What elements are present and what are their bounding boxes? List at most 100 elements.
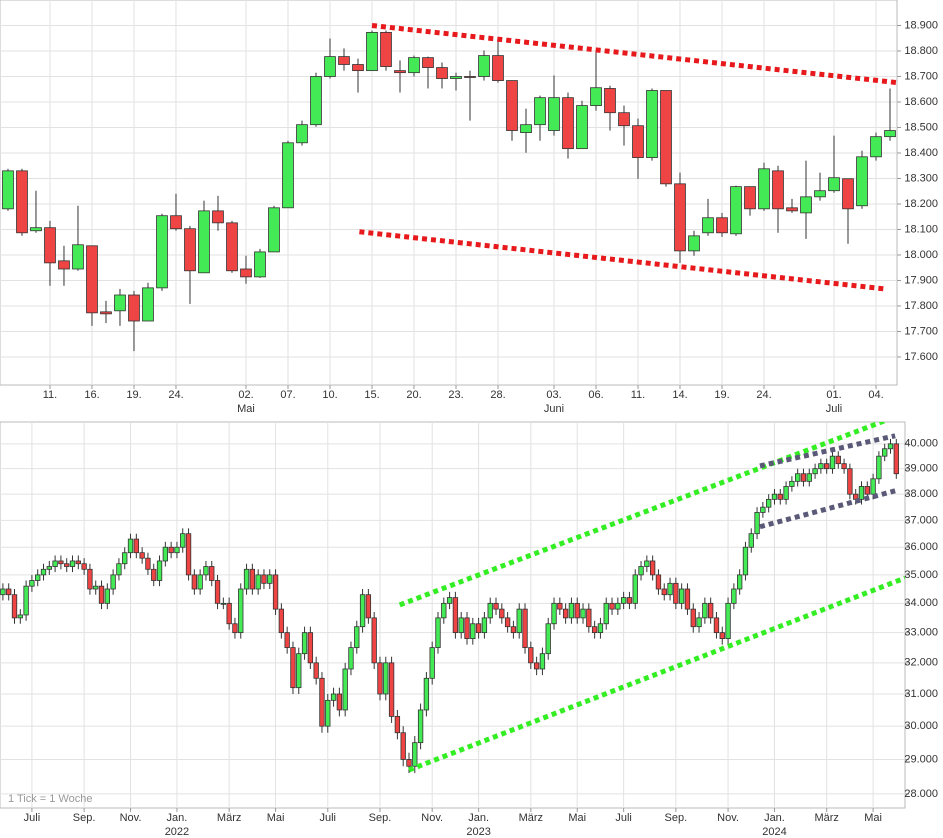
candle-body — [731, 588, 737, 604]
candle-body — [847, 468, 853, 495]
candle-body — [330, 693, 337, 701]
candle-body — [574, 602, 580, 619]
x-tick-label: 23. — [448, 389, 463, 401]
candle-body — [423, 677, 430, 711]
x-tick-sublabel: Juli — [826, 403, 843, 415]
candle-body — [104, 588, 110, 604]
candle-body — [406, 759, 412, 767]
candle-body — [818, 463, 824, 470]
x-tick-label: Nov. — [120, 812, 142, 824]
y-tick-label: 33.000 — [904, 627, 938, 639]
y-tick-label: 17.700 — [904, 325, 938, 337]
x-tick-label: Juli — [615, 812, 632, 824]
y-tick-label: 18.700 — [904, 70, 938, 82]
candle-body — [174, 546, 180, 554]
x-tick-label: 24. — [756, 389, 771, 401]
plot-content — [0, 422, 905, 774]
candle-body — [506, 80, 518, 131]
candle-body — [754, 512, 760, 535]
candle-body — [458, 617, 464, 634]
x-tick-label: Jan. — [764, 812, 785, 824]
x-tick-sublabel: Juni — [544, 403, 564, 415]
candle-body — [122, 552, 128, 565]
candle-body — [884, 130, 896, 138]
candle-body — [0, 588, 6, 596]
x-tick-label: 01. — [826, 389, 841, 401]
y-tick-label: 18.800 — [904, 45, 938, 57]
candle-body — [127, 538, 134, 554]
x-tick-label: 28. — [490, 389, 505, 401]
candle-body — [452, 597, 459, 634]
candle-body — [786, 207, 798, 212]
candle-body — [151, 568, 157, 581]
candle-body — [858, 486, 865, 500]
x-tick-label: 24. — [168, 389, 183, 401]
candle-body — [278, 608, 285, 634]
x-tick-label: Sep. — [73, 812, 96, 824]
candle-body — [887, 443, 894, 450]
candle-body — [551, 602, 557, 625]
y-tick-label: 36.000 — [904, 541, 938, 553]
candle-body — [829, 455, 836, 470]
candle-body — [282, 142, 294, 209]
candle-body — [516, 608, 522, 634]
candle-body — [674, 183, 686, 252]
candle-body — [93, 585, 99, 590]
candle-body — [586, 608, 592, 628]
plot-content — [2, 23, 897, 352]
candle-body — [814, 190, 826, 198]
y-tick-label: 32.000 — [904, 657, 938, 669]
candle-body — [383, 662, 389, 695]
candle-body — [238, 588, 244, 634]
x-tick-label: Mai — [267, 812, 285, 824]
candle-body — [609, 602, 615, 610]
candle-body — [114, 294, 126, 312]
plot-area — [0, 421, 906, 809]
candle-body — [284, 632, 290, 649]
candle-body — [441, 602, 447, 619]
candle-body — [464, 76, 476, 78]
y-tick-label: 17.900 — [904, 274, 938, 286]
trend-line — [398, 422, 886, 608]
x-tick-sublabel: 2023 — [466, 826, 490, 838]
y-tick-label: 37.000 — [904, 514, 938, 526]
candle-body — [412, 742, 418, 767]
trend-line — [371, 23, 897, 86]
candle-body — [46, 566, 52, 570]
y-tick-label: 38.000 — [904, 488, 938, 500]
candle-body — [342, 668, 348, 711]
candle-body — [197, 574, 203, 590]
candle-body — [744, 186, 756, 210]
candle-body — [261, 574, 267, 584]
candle-body — [748, 533, 754, 548]
candle-body — [243, 568, 250, 590]
candle-body — [249, 568, 256, 590]
candle-body — [198, 210, 210, 274]
candle-body — [772, 170, 784, 210]
candle-body — [499, 608, 505, 619]
candle-body — [520, 124, 532, 133]
candle-body — [557, 602, 563, 610]
x-tick-label: 19. — [714, 389, 729, 401]
candle-body — [290, 647, 296, 689]
candle-body — [667, 582, 673, 596]
candle-body — [30, 227, 42, 232]
candle-body — [394, 716, 401, 734]
candle-body — [319, 677, 325, 727]
candle-body — [40, 568, 47, 576]
x-tick-label: Nov. — [717, 812, 739, 824]
candle-body — [487, 602, 493, 619]
candle-body — [713, 617, 720, 634]
candle-body — [417, 709, 424, 744]
candle-body — [170, 215, 182, 230]
candle-body — [597, 623, 604, 634]
y-tick-label: 28.000 — [904, 788, 938, 800]
y-tick-label: 18.400 — [904, 147, 938, 159]
candle-body — [359, 594, 366, 628]
candle-body — [267, 574, 273, 584]
candle-body — [365, 594, 372, 619]
x-tick-label: 11. — [631, 389, 645, 401]
candle-body — [841, 463, 847, 470]
candle-body — [352, 64, 364, 72]
